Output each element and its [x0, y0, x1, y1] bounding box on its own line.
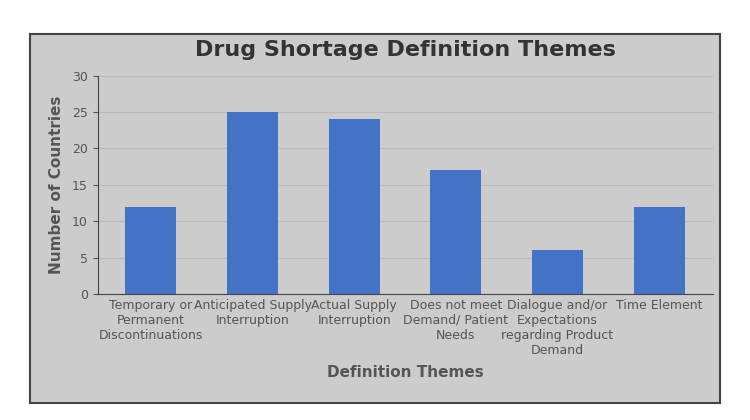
Y-axis label: Number of Countries: Number of Countries — [49, 96, 64, 274]
Bar — [634, 207, 685, 294]
Bar — [430, 170, 482, 294]
Title: Drug Shortage Definition Themes: Drug Shortage Definition Themes — [194, 40, 616, 60]
Bar — [227, 112, 278, 294]
Bar — [328, 119, 380, 294]
X-axis label: Definition Themes: Definition Themes — [327, 365, 483, 380]
Bar — [532, 250, 583, 294]
Bar — [125, 207, 176, 294]
